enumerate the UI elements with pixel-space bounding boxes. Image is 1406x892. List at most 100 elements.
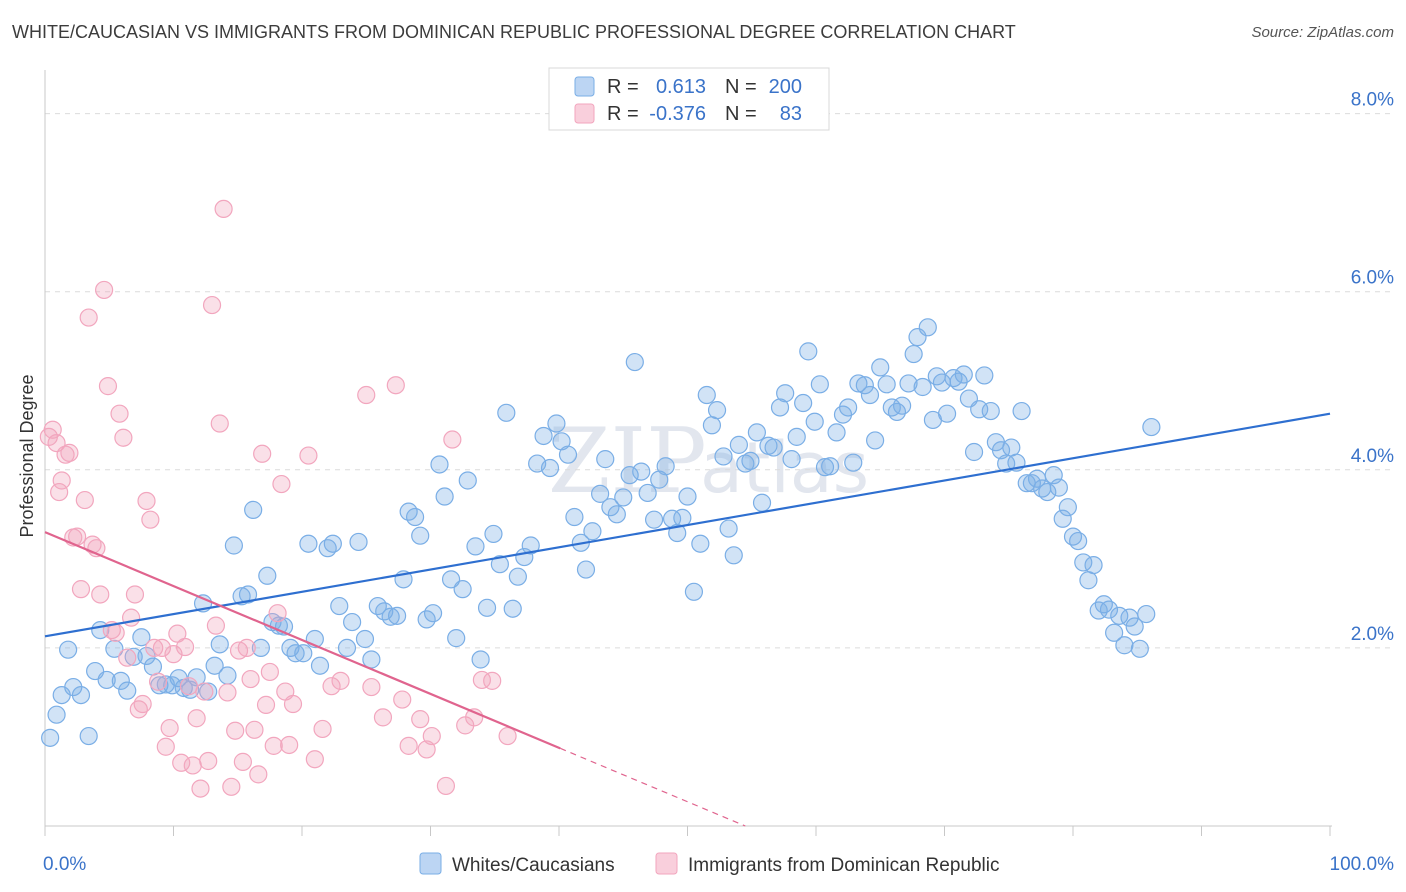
data-point-1-15 xyxy=(95,280,114,300)
data-point-0-180 xyxy=(1094,595,1113,614)
data-point-1-26 xyxy=(137,491,156,511)
data-point-0-141 xyxy=(892,396,912,415)
data-point-0-112 xyxy=(729,435,749,454)
data-point-1-47 xyxy=(218,683,237,702)
data-point-0-135 xyxy=(860,385,880,405)
data-point-0-73 xyxy=(497,403,516,422)
data-point-1-6 xyxy=(60,443,79,462)
data-point-0-26 xyxy=(205,656,224,675)
stats-n-label-whites: N = xyxy=(725,76,757,98)
data-point-1-60 xyxy=(268,604,287,623)
data-point-1-35 xyxy=(172,753,191,772)
data-point-0-153 xyxy=(954,365,973,384)
data-point-0-29 xyxy=(224,536,243,555)
data-point-0-106 xyxy=(697,385,716,405)
data-point-0-89 xyxy=(596,450,615,469)
legend-label-whites: Whites/Caucasians xyxy=(452,855,615,876)
data-point-0-75 xyxy=(508,567,527,586)
data-point-0-124 xyxy=(799,342,818,361)
data-point-1-23 xyxy=(125,585,145,604)
data-point-0-92 xyxy=(614,488,633,507)
data-point-0-164 xyxy=(1012,401,1031,421)
data-point-0-40 xyxy=(294,644,313,663)
data-point-0-43 xyxy=(310,656,330,675)
data-point-1-70 xyxy=(357,385,376,405)
data-point-1-38 xyxy=(183,756,202,775)
data-point-0-127 xyxy=(815,458,835,477)
data-point-0-171 xyxy=(1049,478,1068,497)
data-point-1-58 xyxy=(260,662,279,682)
data-point-0-84 xyxy=(565,507,584,527)
data-point-0-32 xyxy=(244,500,263,519)
data-point-0-6 xyxy=(79,726,98,746)
data-point-0-58 xyxy=(405,507,425,527)
data-point-1-37 xyxy=(179,677,199,696)
data-point-1-32 xyxy=(160,718,179,738)
data-point-1-34 xyxy=(168,624,187,643)
data-point-0-103 xyxy=(678,487,697,506)
data-point-1-29 xyxy=(148,672,168,691)
data-point-1-84 xyxy=(483,671,502,690)
data-point-0-126 xyxy=(810,375,829,394)
legend-swatch-dominican xyxy=(655,852,678,875)
data-point-0-47 xyxy=(337,638,357,658)
data-point-0-122 xyxy=(787,427,806,446)
x-tick-marks xyxy=(44,826,1331,836)
data-point-0-59 xyxy=(411,526,430,545)
data-point-0-157 xyxy=(975,366,994,385)
data-point-0-129 xyxy=(827,423,846,442)
data-point-0-116 xyxy=(752,493,772,512)
data-point-0-71 xyxy=(484,524,503,544)
data-point-0-91 xyxy=(607,505,626,524)
data-point-0-63 xyxy=(435,487,454,506)
data-point-1-52 xyxy=(237,638,256,658)
stats-r-value-dominican: -0.376 xyxy=(649,103,706,125)
data-point-0-133 xyxy=(849,374,868,393)
data-point-0-121 xyxy=(782,450,801,469)
data-point-0-25 xyxy=(199,682,218,701)
data-point-1-14 xyxy=(91,585,110,604)
data-point-0-99 xyxy=(656,457,675,476)
data-point-0-178 xyxy=(1084,555,1103,575)
data-point-1-77 xyxy=(417,740,436,759)
data-point-0-28 xyxy=(218,666,237,685)
data-point-1-51 xyxy=(233,752,252,771)
data-point-1-27 xyxy=(141,510,160,529)
data-point-0-86 xyxy=(576,560,596,579)
data-point-1-22 xyxy=(121,608,141,627)
data-point-1-48 xyxy=(222,777,241,796)
data-point-1-33 xyxy=(164,645,183,664)
data-point-0-31 xyxy=(238,585,258,604)
data-point-0-156 xyxy=(970,400,989,419)
data-point-1-19 xyxy=(110,404,129,423)
data-point-0-155 xyxy=(964,442,984,462)
data-point-0-64 xyxy=(441,570,461,589)
data-point-0-10 xyxy=(105,639,124,658)
data-point-1-45 xyxy=(210,414,229,433)
data-point-0-150 xyxy=(937,404,957,423)
data-point-1-65 xyxy=(299,446,318,465)
data-point-1-76 xyxy=(411,710,430,729)
data-point-0-120 xyxy=(776,384,795,403)
data-point-0-65 xyxy=(447,629,466,648)
data-point-0-41 xyxy=(299,534,318,553)
data-point-0-115 xyxy=(747,423,766,442)
data-point-0-137 xyxy=(871,358,890,377)
data-point-0-13 xyxy=(124,647,143,666)
data-point-1-10 xyxy=(75,490,94,510)
data-point-0-175 xyxy=(1069,531,1088,551)
data-point-0-69 xyxy=(471,650,490,669)
trend-line-1 xyxy=(44,531,561,750)
data-point-0-48 xyxy=(343,612,362,632)
data-point-0-145 xyxy=(913,377,932,397)
data-point-0-46 xyxy=(330,596,349,616)
data-point-0-172 xyxy=(1053,509,1072,528)
data-point-0-93 xyxy=(620,466,639,485)
data-point-0-0 xyxy=(41,728,60,747)
data-point-0-54 xyxy=(381,607,400,626)
data-point-1-57 xyxy=(256,695,276,714)
data-point-0-88 xyxy=(591,484,610,503)
data-point-0-107 xyxy=(702,416,722,435)
data-point-0-118 xyxy=(764,438,783,457)
